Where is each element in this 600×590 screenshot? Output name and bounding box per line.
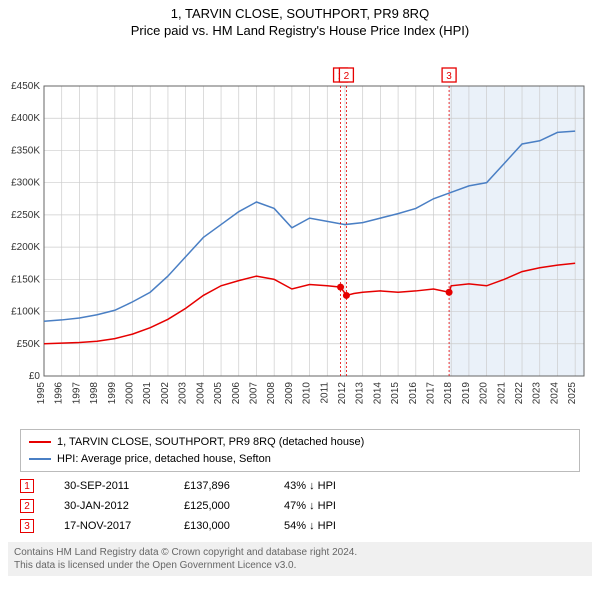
sale-diff: 54% ↓ HPI — [284, 520, 336, 532]
sale-marker-icon: 3 — [20, 519, 34, 533]
sale-price: £130,000 — [184, 520, 254, 532]
svg-text:£450K: £450K — [11, 81, 40, 92]
svg-text:2011: 2011 — [319, 382, 330, 404]
svg-text:2013: 2013 — [355, 382, 366, 405]
svg-text:2018: 2018 — [443, 382, 454, 405]
svg-text:2024: 2024 — [549, 382, 560, 405]
sale-date: 17-NOV-2017 — [64, 520, 154, 532]
svg-text:£250K: £250K — [11, 210, 40, 221]
svg-text:2003: 2003 — [178, 382, 189, 405]
svg-text:1998: 1998 — [89, 382, 100, 405]
svg-text:2005: 2005 — [213, 382, 224, 405]
svg-text:£0: £0 — [29, 371, 41, 382]
svg-text:2014: 2014 — [372, 382, 383, 405]
sale-marker-icon: 2 — [20, 499, 34, 513]
svg-text:£50K: £50K — [17, 339, 41, 350]
svg-text:2: 2 — [344, 71, 350, 82]
svg-text:£400K: £400K — [11, 113, 40, 124]
table-row: 3 17-NOV-2017 £130,000 54% ↓ HPI — [20, 516, 580, 536]
svg-text:2016: 2016 — [408, 382, 419, 405]
svg-text:2001: 2001 — [142, 382, 153, 405]
svg-text:1997: 1997 — [71, 382, 82, 405]
svg-text:2012: 2012 — [337, 382, 348, 405]
svg-text:2000: 2000 — [125, 382, 136, 405]
svg-text:2020: 2020 — [479, 382, 490, 405]
svg-text:2009: 2009 — [284, 382, 295, 405]
legend-swatch — [29, 458, 51, 460]
legend-item: 1, TARVIN CLOSE, SOUTHPORT, PR9 8RQ (det… — [29, 434, 571, 451]
svg-text:2019: 2019 — [461, 382, 472, 405]
sale-marker-icon: 1 — [20, 479, 34, 493]
svg-text:1995: 1995 — [36, 382, 47, 405]
svg-text:£300K: £300K — [11, 178, 40, 189]
sales-table: 1 30-SEP-2011 £137,896 43% ↓ HPI 2 30-JA… — [20, 476, 580, 536]
svg-text:2002: 2002 — [160, 382, 171, 405]
sale-diff: 47% ↓ HPI — [284, 500, 336, 512]
table-row: 1 30-SEP-2011 £137,896 43% ↓ HPI — [20, 476, 580, 496]
legend-swatch — [29, 441, 51, 443]
title-address: 1, TARVIN CLOSE, SOUTHPORT, PR9 8RQ — [0, 0, 600, 21]
svg-text:2007: 2007 — [248, 382, 259, 405]
sale-date: 30-JAN-2012 — [64, 500, 154, 512]
footer-line: This data is licensed under the Open Gov… — [14, 559, 586, 572]
svg-text:£350K: £350K — [11, 145, 40, 156]
svg-text:2010: 2010 — [302, 382, 313, 405]
svg-text:£150K: £150K — [11, 274, 40, 285]
svg-text:2022: 2022 — [514, 382, 525, 405]
price-chart: £0 £50K £100K £150K £200K £250K £300K £350K £400… — [0, 38, 600, 418]
svg-text:2017: 2017 — [426, 382, 437, 405]
svg-text:2015: 2015 — [390, 382, 401, 405]
attribution-footer: Contains HM Land Registry data © Crown c… — [8, 542, 592, 576]
legend-item: HPI: Average price, detached house, Seft… — [29, 451, 571, 468]
table-row: 2 30-JAN-2012 £125,000 47% ↓ HPI — [20, 496, 580, 516]
svg-text:£200K: £200K — [11, 242, 40, 253]
legend-label: 1, TARVIN CLOSE, SOUTHPORT, PR9 8RQ (det… — [57, 434, 364, 451]
legend-label: HPI: Average price, detached house, Seft… — [57, 451, 271, 468]
svg-text:2021: 2021 — [496, 382, 507, 405]
svg-text:3: 3 — [446, 71, 452, 82]
svg-text:1996: 1996 — [54, 382, 65, 405]
svg-text:1999: 1999 — [107, 382, 118, 405]
sale-price: £137,896 — [184, 480, 254, 492]
title-subtitle: Price paid vs. HM Land Registry's House … — [0, 21, 600, 38]
sale-date: 30-SEP-2011 — [64, 480, 154, 492]
sale-diff: 43% ↓ HPI — [284, 480, 336, 492]
svg-text:£100K: £100K — [11, 307, 40, 318]
sale-price: £125,000 — [184, 500, 254, 512]
svg-text:2023: 2023 — [532, 382, 543, 405]
figure-root: 1, TARVIN CLOSE, SOUTHPORT, PR9 8RQ Pric… — [0, 0, 600, 590]
svg-text:2025: 2025 — [567, 382, 578, 405]
svg-text:2006: 2006 — [231, 382, 242, 405]
svg-text:2008: 2008 — [266, 382, 277, 405]
svg-text:2004: 2004 — [195, 382, 206, 405]
legend: 1, TARVIN CLOSE, SOUTHPORT, PR9 8RQ (det… — [20, 429, 580, 472]
footer-line: Contains HM Land Registry data © Crown c… — [14, 546, 586, 559]
